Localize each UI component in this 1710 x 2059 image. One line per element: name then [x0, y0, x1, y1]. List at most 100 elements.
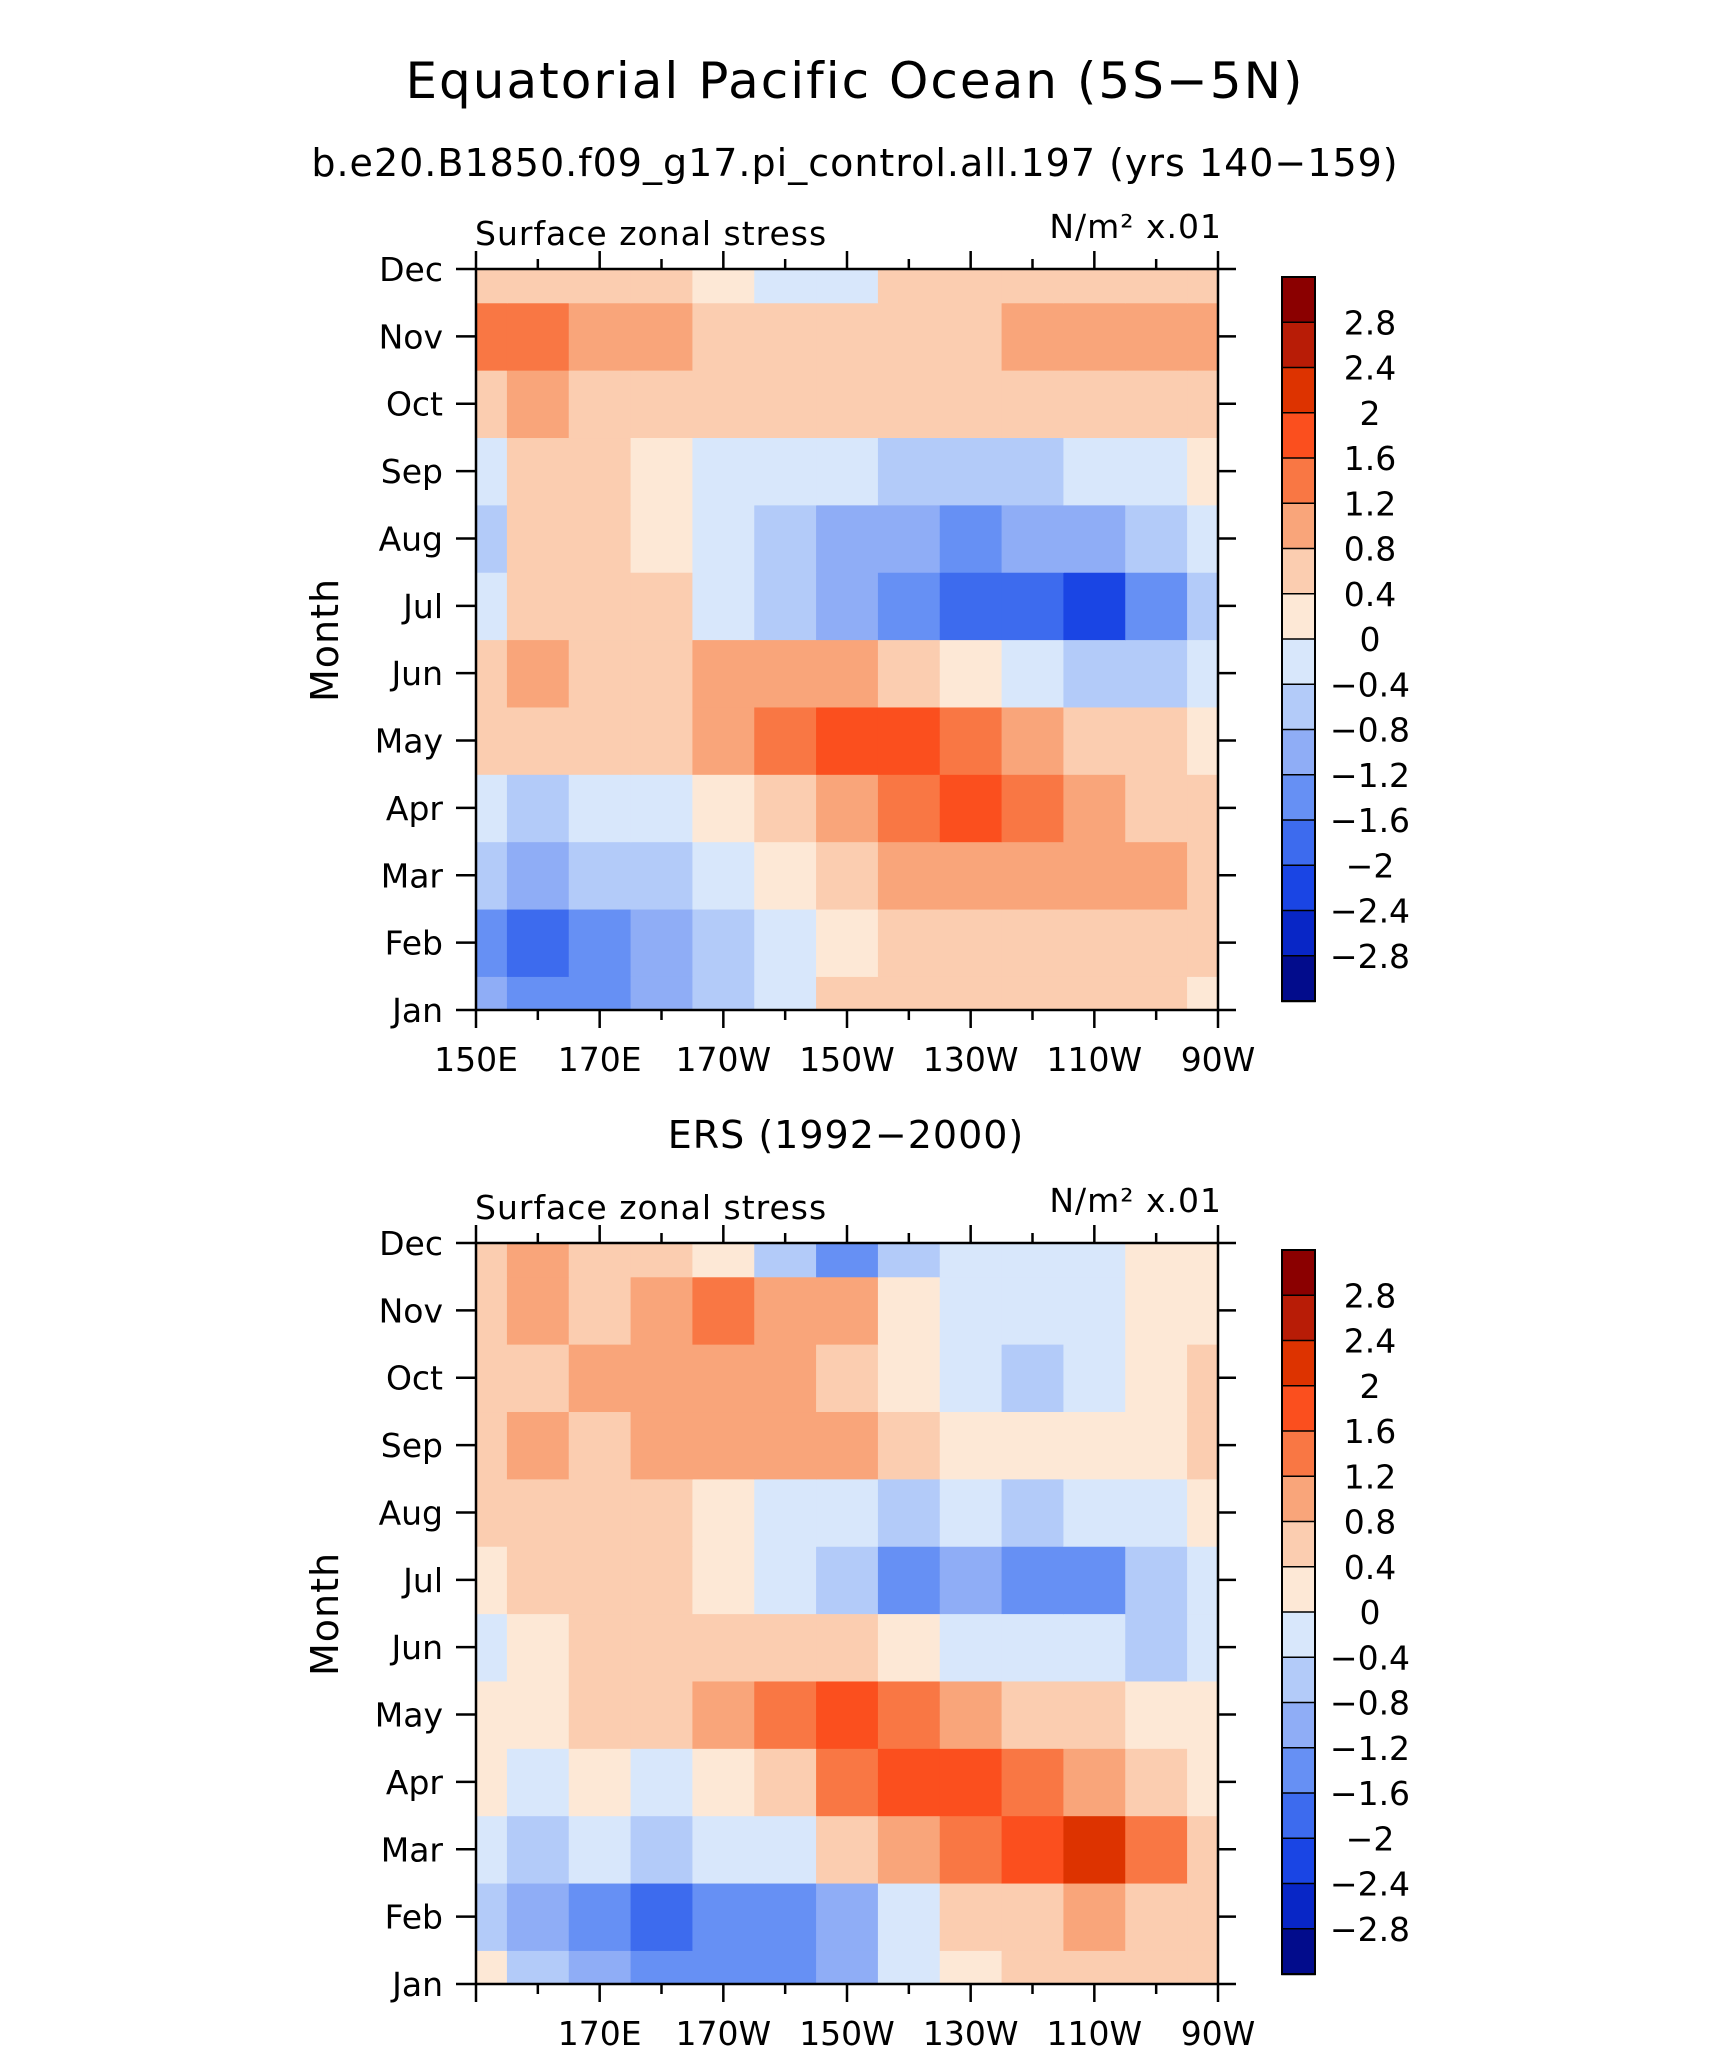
heatmap-cell	[476, 302, 508, 371]
heatmap-cell	[630, 302, 694, 371]
heatmap-cell	[568, 437, 632, 506]
heatmap-cell	[877, 572, 941, 641]
heatmap-cell	[692, 1680, 755, 1749]
heatmap-cell	[877, 1411, 941, 1480]
heatmap-cell	[939, 1680, 1003, 1749]
colorbar-box	[1281, 1792, 1316, 1840]
heatmap-cell	[1125, 1950, 1188, 1985]
heatmap-cell	[568, 302, 632, 371]
heatmap-cell	[939, 572, 1003, 641]
heatmap-cell	[1125, 370, 1188, 439]
y-tick-label: Jul	[401, 587, 443, 626]
colorbar-label: −2.8	[1330, 1910, 1410, 1949]
panel-ers: ERS (1992−2000) Surface zonal stress N/m…	[303, 1113, 1410, 2053]
heatmap-cell	[568, 1613, 632, 1682]
heatmap-cell	[1001, 370, 1065, 439]
heatmap-cell	[1001, 1815, 1065, 1884]
heatmap-cell	[506, 1243, 570, 1278]
heatmap-cell	[1187, 1748, 1219, 1817]
colorbar-box	[1281, 276, 1316, 324]
heatmap-cell	[877, 774, 941, 843]
heatmap-cell	[630, 1344, 694, 1413]
heatmap-cell	[506, 841, 570, 910]
heatmap-cell	[877, 1344, 941, 1413]
heatmap-cell	[939, 1613, 1003, 1682]
heatmap-cells	[476, 1243, 1219, 1985]
colorbar-label: 0.8	[1344, 530, 1396, 569]
heatmap-cell	[754, 1276, 817, 1345]
heatmap-cell	[692, 1882, 755, 1951]
y-tick-label: Oct	[386, 385, 443, 424]
heatmap-cell	[630, 976, 694, 1011]
panel-model: Surface zonal stress N/m² x.01 Month Jan…	[303, 207, 1410, 1079]
heatmap-cell	[1125, 1613, 1188, 1682]
colorbar-label: 2	[1360, 394, 1381, 433]
colorbar-box	[1281, 955, 1316, 1003]
heatmap-cell	[754, 1950, 817, 1985]
heatmap-cell	[568, 1546, 632, 1615]
heatmap-cell	[1187, 1546, 1219, 1615]
heatmap-cell	[692, 302, 755, 371]
heatmap-cell	[1001, 1613, 1065, 1682]
colorbar-box	[1281, 1928, 1316, 1976]
heatmap-cell	[568, 976, 632, 1011]
colorbar-box	[1281, 457, 1316, 505]
colorbar-label: 0.4	[1344, 1548, 1396, 1587]
heatmap-cell	[939, 1344, 1003, 1413]
heatmap-cell	[754, 437, 817, 506]
heatmap-cell	[1063, 1815, 1126, 1884]
colorbar-box	[1281, 502, 1316, 550]
heatmap-cell	[1001, 1276, 1065, 1345]
heatmap-cell	[754, 1748, 817, 1817]
heatmap-cell	[1187, 1411, 1219, 1480]
y-tick-label: Mar	[381, 856, 444, 895]
heatmap-cell	[630, 908, 694, 977]
heatmap-cell	[692, 841, 755, 910]
heatmap-cell	[630, 1882, 694, 1951]
heatmap-cell	[1187, 1815, 1219, 1884]
heatmap-cell	[816, 370, 879, 439]
heatmap-cell	[816, 908, 879, 977]
heatmap-cell	[754, 1882, 817, 1951]
heatmap-cell	[816, 1276, 879, 1345]
heatmap-cell	[506, 1344, 570, 1413]
colorbar-box	[1281, 728, 1316, 776]
heatmap-cell	[692, 706, 755, 775]
heatmap-cell	[630, 1613, 694, 1682]
heatmap-cell	[476, 1478, 508, 1547]
heatmap-cell	[754, 572, 817, 641]
heatmap-cell	[816, 1243, 879, 1278]
colorbar-box	[1281, 1475, 1316, 1523]
heatmap-cell	[1187, 1276, 1219, 1345]
y-tick-label: Sep	[381, 1426, 443, 1465]
heatmap-cell	[568, 1344, 632, 1413]
heatmap-cell	[1187, 269, 1219, 304]
heatmap-cell	[939, 639, 1003, 708]
heatmap-cell	[1187, 504, 1219, 573]
heatmap-cell	[630, 504, 694, 573]
heatmap-cell	[506, 370, 570, 439]
colorbar-label: −0.8	[1330, 1684, 1410, 1723]
heatmap-cell	[568, 1243, 632, 1278]
heatmap-cell	[506, 1276, 570, 1345]
colorbar: 2.8 2.4 2 1.6 1.2 0.8 0.4 0 −0.4 −0.8 −1.2 −1.6 −2 −2…	[1281, 276, 1410, 1003]
heatmap-cell	[476, 706, 508, 775]
heatmap-cell	[476, 774, 508, 843]
heatmap-cell	[630, 1276, 694, 1345]
heatmap-cell	[692, 1411, 755, 1480]
heatmap-cell	[1063, 976, 1126, 1011]
heatmap-cell	[568, 1748, 632, 1817]
heatmap-cell	[939, 841, 1003, 910]
axes: Jan Feb Mar Apr May Jun Jul Aug Sep Oct Nov Dec 170E…	[375, 1224, 1256, 2053]
heatmap-cell	[630, 1546, 694, 1615]
heatmap-cell	[1001, 841, 1065, 910]
heatmap-cell	[568, 1276, 632, 1345]
heatmap-cell	[1001, 1680, 1065, 1749]
x-tick-label: 90W	[1181, 2014, 1256, 2053]
heatmap-cell	[568, 1478, 632, 1547]
heatmap-cell	[692, 1613, 755, 1682]
heatmap-cell	[754, 908, 817, 977]
colorbar-box	[1281, 1837, 1316, 1885]
heatmap-cell	[1125, 1344, 1188, 1413]
